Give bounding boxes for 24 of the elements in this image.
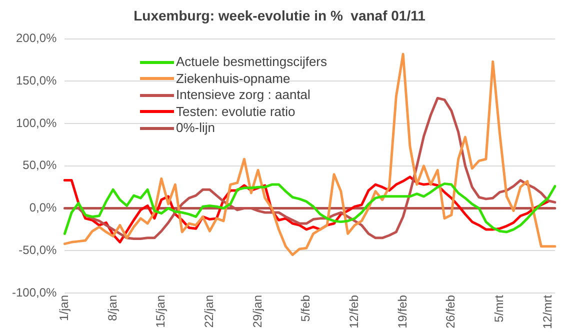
y-tick-label: -100,0% <box>12 285 58 300</box>
x-tick-label: 8/jan <box>105 294 120 322</box>
y-tick-label: 0,0% <box>29 200 58 215</box>
x-tick-label: 5/mrt <box>492 294 506 322</box>
y-tick-label: 100,0% <box>16 116 58 130</box>
y-tick-label: 150,0% <box>16 73 58 88</box>
x-tick-label: 5/feb <box>298 294 313 322</box>
x-tick-label: 12/feb <box>347 294 362 328</box>
legend-label: Testen: evolutie ratio <box>176 104 296 120</box>
x-tick-label: 19/feb <box>395 294 410 328</box>
x-tick-label: 15/jan <box>154 294 168 328</box>
legend-label: Actuele besmettingscijfers <box>176 54 328 70</box>
legend-label: Intensieve zorg : aantal <box>176 87 310 104</box>
y-tick-label: 200,0% <box>16 31 58 46</box>
y-tick-label: 50,0% <box>22 158 58 172</box>
x-tick-label: 26/feb <box>444 294 458 328</box>
chart-title: Luxemburg: week-evolutie in % vanaf 01/11 <box>134 7 426 24</box>
x-tick-label: 29/jan <box>250 294 264 328</box>
legend-label: 0%-lijn <box>176 120 216 136</box>
y-tick-label: -50,0% <box>18 242 58 257</box>
x-tick-label: 1/jan <box>57 294 72 322</box>
x-tick-label: 22/jan <box>202 294 216 328</box>
legend-label: Ziekenhuis-opname <box>176 70 290 87</box>
x-tick-label: 12/mrt <box>540 294 554 330</box>
